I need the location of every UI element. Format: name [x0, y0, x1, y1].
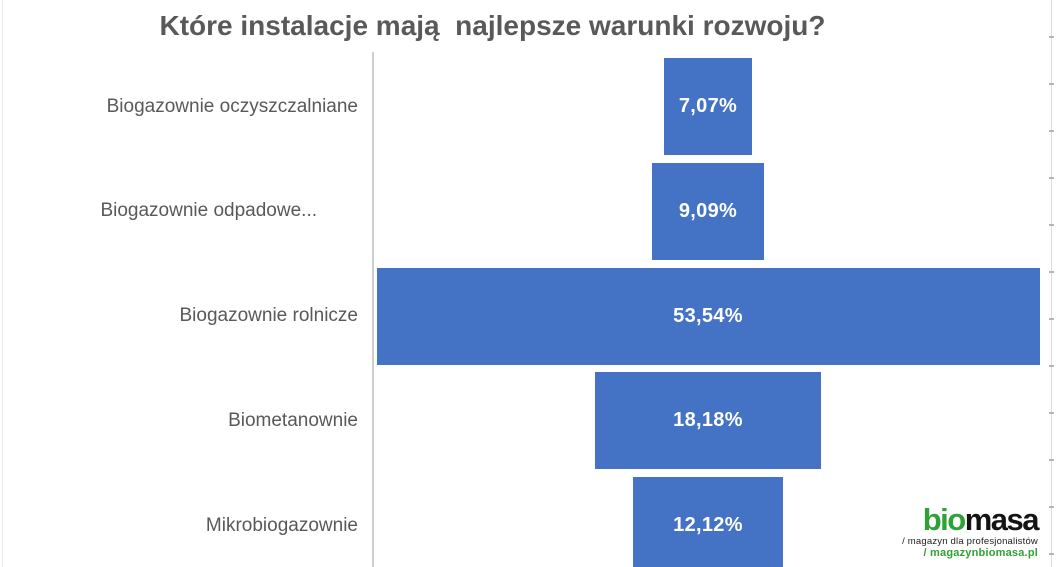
biomasa-logo-bio: bio	[922, 501, 967, 537]
funnel-bar: 7,07%	[664, 58, 752, 155]
bar-value-label: 12,12%	[673, 514, 743, 537]
sheet-row-tick	[1049, 553, 1054, 555]
sheet-row-tick	[1049, 506, 1054, 508]
bar-value-label: 9,09%	[678, 199, 738, 222]
sheet-row-tick	[1049, 412, 1054, 414]
biomasa-logo-url: / magazynbiomasa.pl	[923, 547, 1038, 559]
sheet-row-tick	[1049, 224, 1054, 226]
sheet-row-tick	[1049, 130, 1054, 132]
biomasa-logo: biomasa / magazyn dla profesjonalistów /…	[902, 501, 1040, 560]
biomasa-logo-masa: masa	[964, 501, 1040, 537]
bar-value-label: 7,07%	[678, 95, 738, 117]
category-label: Mikrobiogazownie	[205, 514, 358, 536]
chart-title: Które instalacje mają najlepsze warunki …	[159, 10, 826, 41]
sheet-row-tick	[1049, 177, 1054, 179]
bar-value-label: 53,54%	[673, 304, 743, 327]
sheet-row-tick	[1049, 318, 1054, 320]
sheet-row-tick	[1049, 365, 1054, 367]
category-axis-line	[372, 52, 374, 567]
sheet-edge-right-line	[1049, 0, 1054, 567]
sheet-row-tick	[1049, 459, 1054, 461]
funnel-bar: 18,18%	[595, 372, 821, 470]
bar-value-label: 18,18%	[673, 409, 743, 432]
funnel-bar: 12,12%	[632, 477, 784, 567]
sheet-row-tick	[1049, 83, 1054, 85]
sheet-row-tick	[1049, 271, 1054, 273]
category-label: Biogazownie odpadowe...	[100, 200, 317, 222]
funnel-bar: 9,09%	[651, 162, 765, 260]
sheet-row-tick	[1049, 36, 1054, 38]
biomasa-logo-tagline: / magazyn dla profesjonalistów	[902, 535, 1038, 547]
category-label: Biometanownie	[228, 409, 358, 431]
biomasa-logo-wordmark: biomasa	[902, 501, 1040, 537]
sheet-edge-left-line	[2, 0, 3, 567]
category-label: Biogazownie rolnicze	[179, 305, 359, 327]
category-label: Biogazownie oczyszczalniane	[106, 95, 358, 117]
funnel-bar: 53,54%	[376, 267, 1040, 365]
